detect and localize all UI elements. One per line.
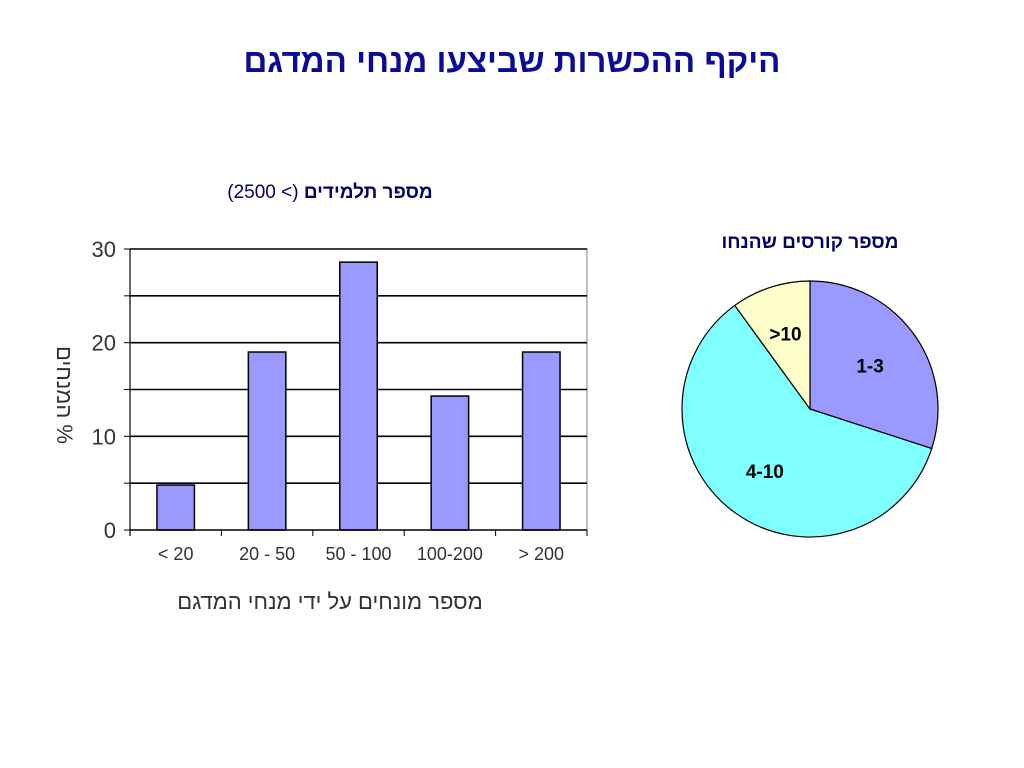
bar — [430, 395, 470, 531]
bar — [156, 484, 196, 531]
bar — [247, 351, 287, 531]
bar-y-ticks: 0 10 20 30 — [92, 237, 116, 543]
bar-chart-title: מספר תלמידים (> 2500) — [150, 182, 510, 204]
bar-marks — [156, 261, 561, 531]
bar-y-tick-label: 0 — [104, 518, 116, 543]
bar-y-tick-label: 20 — [92, 331, 116, 356]
bar-x-tick-label: 100-200 — [417, 544, 483, 564]
bar-chart-title-bold: מספר תלמידים — [303, 182, 433, 203]
bar — [521, 351, 561, 531]
bar-chart-title-rest: (> 2500) — [227, 182, 304, 203]
bar-x-tick-labels: < 20 20 - 50 50 - 100 100-200 > 200 — [158, 544, 564, 564]
bar-x-tick-label: > 200 — [519, 544, 565, 564]
bar — [339, 261, 378, 531]
slide-title: היקף ההכשרות שביצעו מנחי המדגם — [243, 42, 781, 79]
bar-y-tick-label: 30 — [92, 237, 116, 262]
bar-x-tick-label: 20 - 50 — [239, 544, 295, 564]
bar-axes — [124, 248, 588, 536]
pie-chart-title: מספר קורסים שהנחו — [721, 232, 899, 253]
bar-y-axis-label: % המנחים — [52, 346, 77, 444]
bar-x-tick-label: 50 - 100 — [325, 544, 391, 564]
bar-x-axis-label: מספר מונחים על ידי מנחי המדגם — [177, 589, 482, 614]
bar-y-tick-label: 10 — [92, 424, 116, 449]
bar-x-tick-label: < 20 — [158, 544, 194, 564]
